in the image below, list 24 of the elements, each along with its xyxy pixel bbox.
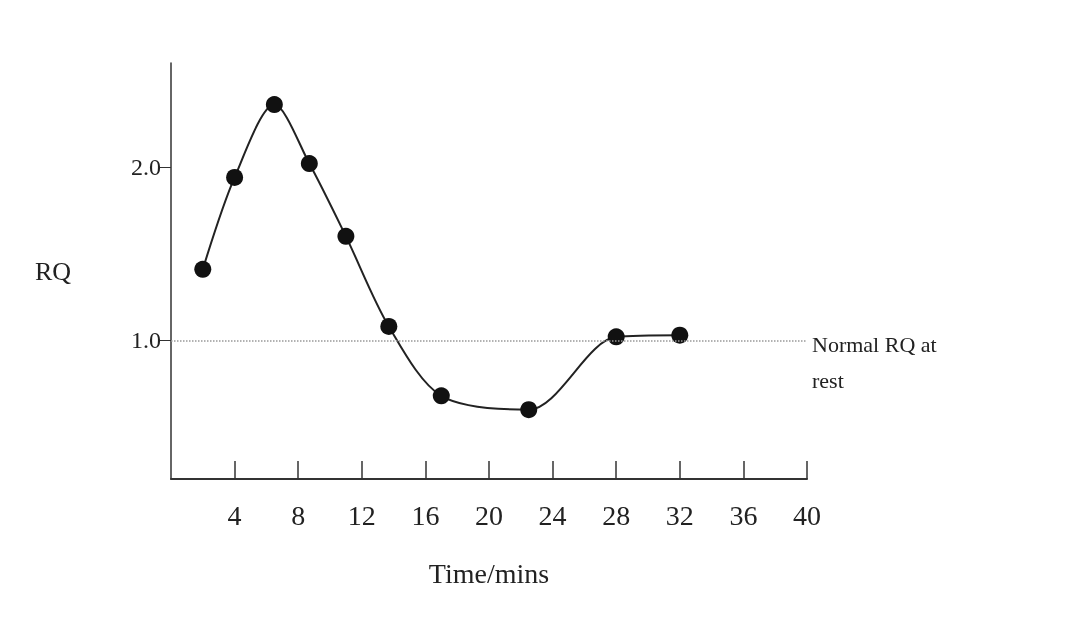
x-tick-label: 28: [602, 499, 631, 531]
x-tick-label: 8: [291, 499, 306, 531]
y-tick-label: 1.0: [131, 327, 161, 354]
point: [380, 317, 398, 335]
ref-line-label: Normal RQ at rest: [812, 331, 943, 393]
point: [671, 326, 689, 344]
x-tick-label: 12: [347, 499, 376, 531]
point: [300, 155, 318, 173]
x-tick-label: 32: [665, 499, 694, 531]
x-tick-label: 20: [475, 499, 503, 531]
point: [337, 227, 355, 245]
point: [520, 401, 538, 419]
x-axis-title: Time/mins: [428, 557, 550, 589]
point: [265, 96, 283, 114]
x-tick-label: 36: [729, 499, 758, 531]
x-tick-label: 40: [793, 499, 821, 531]
point: [194, 260, 212, 278]
x-tick-label: 16: [411, 499, 440, 531]
x-tick-label: 4: [227, 499, 242, 531]
point: [432, 387, 450, 405]
point: [226, 168, 244, 186]
y-tick-label: 2.0: [131, 154, 161, 180]
y-axis-title: RQ: [34, 256, 72, 286]
x-tick-label: 24: [538, 499, 567, 531]
